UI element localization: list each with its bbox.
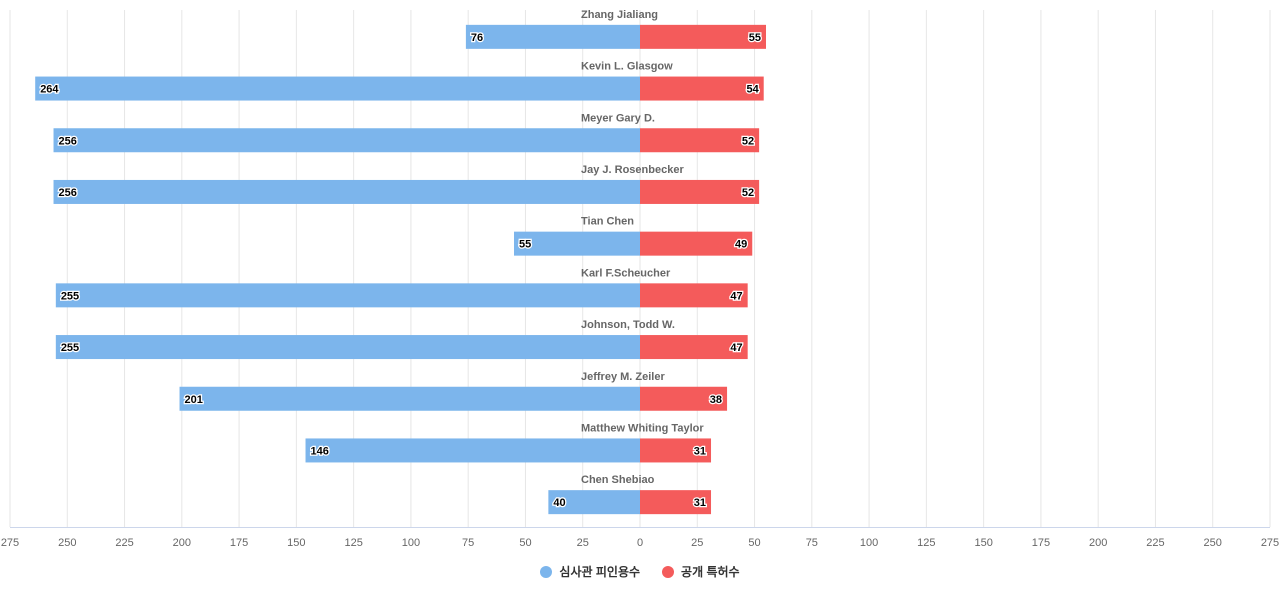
bar-left[interactable]: [305, 438, 640, 463]
x-tick-label: 50: [519, 537, 531, 549]
bar-left[interactable]: [514, 231, 640, 256]
bar-left-value-label: 146: [311, 445, 329, 457]
bar-right-value-label: 31: [694, 445, 706, 457]
category-label: Tian Chen: [581, 216, 634, 228]
bar-left[interactable]: [55, 335, 641, 360]
bar-right-value-label: 52: [742, 135, 754, 147]
x-tick-label: 50: [748, 537, 760, 549]
category-label: Matthew Whiting Taylor: [581, 422, 704, 434]
bar-left-value-label: 255: [61, 342, 79, 354]
bar-right-value-label: 52: [742, 187, 754, 199]
x-tick-label: 275: [1261, 537, 1279, 549]
bar-right[interactable]: [640, 24, 766, 49]
category-label: Jeffrey M. Zeiler: [581, 371, 665, 383]
legend-label-published-patents: 공개 특허수: [681, 565, 740, 579]
x-tick-label: 75: [462, 537, 474, 549]
chart-legend: 심사관 피인용수 공개 특허수: [0, 563, 1280, 580]
bar-left-value-label: 40: [553, 497, 565, 509]
bar-left[interactable]: [53, 179, 640, 204]
bar-right-value-label: 47: [730, 290, 742, 302]
x-tick-label: 125: [344, 537, 362, 549]
x-tick-label: 175: [1032, 537, 1050, 549]
legend-item-published-patents[interactable]: 공개 특허수: [662, 563, 740, 580]
bar-left[interactable]: [35, 76, 640, 101]
x-tick-label: 225: [115, 537, 133, 549]
x-tick-label: 125: [917, 537, 935, 549]
x-tick-label: 225: [1146, 537, 1164, 549]
x-tick-label: 150: [287, 537, 305, 549]
bar-left[interactable]: [548, 490, 640, 515]
bar-right[interactable]: [640, 179, 760, 204]
bar-right[interactable]: [640, 335, 748, 360]
x-tick-label: 175: [230, 537, 248, 549]
bar-right[interactable]: [640, 386, 728, 411]
legend-marker-blue: [540, 565, 553, 578]
bar-left-value-label: 256: [59, 187, 77, 199]
category-label: Johnson, Todd W.: [581, 319, 675, 331]
x-tick-label: 200: [1089, 537, 1107, 549]
category-label: Kevin L. Glasgow: [581, 61, 673, 73]
bar-left[interactable]: [465, 24, 640, 49]
x-tick-label: 150: [974, 537, 992, 549]
bar-right-value-label: 31: [694, 497, 706, 509]
x-tick-label: 0: [637, 537, 643, 549]
legend-marker-red: [662, 565, 675, 578]
category-label: Meyer Gary D.: [581, 112, 655, 124]
bar-right-value-label: 54: [746, 84, 759, 96]
bar-right[interactable]: [640, 128, 760, 153]
category-label: Chen Shebiao: [581, 474, 655, 486]
x-tick-label: 250: [1204, 537, 1222, 549]
x-tick-label: 200: [173, 537, 191, 549]
bar-right[interactable]: [640, 283, 748, 308]
x-tick-label: 100: [402, 537, 420, 549]
bar-left-value-label: 255: [61, 290, 79, 302]
category-label: Zhang Jialiang: [581, 9, 658, 21]
bar-right-value-label: 49: [735, 239, 747, 251]
bar-left-value-label: 201: [185, 394, 203, 406]
category-label: Karl F.Scheucher: [581, 267, 671, 279]
legend-item-examiner-citations[interactable]: 심사관 피인용수: [540, 563, 640, 580]
x-tick-label: 100: [860, 537, 878, 549]
legend-label-examiner-citations: 심사관 피인용수: [559, 565, 641, 579]
bar-right[interactable]: [640, 231, 753, 256]
bar-left-value-label: 256: [59, 135, 77, 147]
bar-left-value-label: 76: [471, 32, 483, 44]
x-tick-label: 250: [58, 537, 76, 549]
bar-left[interactable]: [55, 283, 641, 308]
bar-left[interactable]: [53, 128, 640, 153]
bar-left[interactable]: [179, 386, 640, 411]
bar-right[interactable]: [640, 438, 712, 463]
bar-right[interactable]: [640, 490, 712, 515]
bar-right-value-label: 55: [749, 32, 761, 44]
bar-right[interactable]: [640, 76, 764, 101]
category-label: Jay J. Rosenbecker: [581, 164, 684, 176]
x-tick-label: 25: [577, 537, 589, 549]
bar-left-value-label: 264: [40, 84, 59, 96]
bar-right-value-label: 38: [710, 394, 722, 406]
bar-left-value-label: 55: [519, 239, 531, 251]
x-tick-label: 25: [691, 537, 703, 549]
x-tick-label: 75: [806, 537, 818, 549]
bar-right-value-label: 47: [730, 342, 742, 354]
butterfly-bar-chart: 275 250 225 200 175 150 125 100 75 50 25 0 25 50 75 100…: [1, 9, 1279, 549]
x-tick-label: 275: [1, 537, 19, 549]
